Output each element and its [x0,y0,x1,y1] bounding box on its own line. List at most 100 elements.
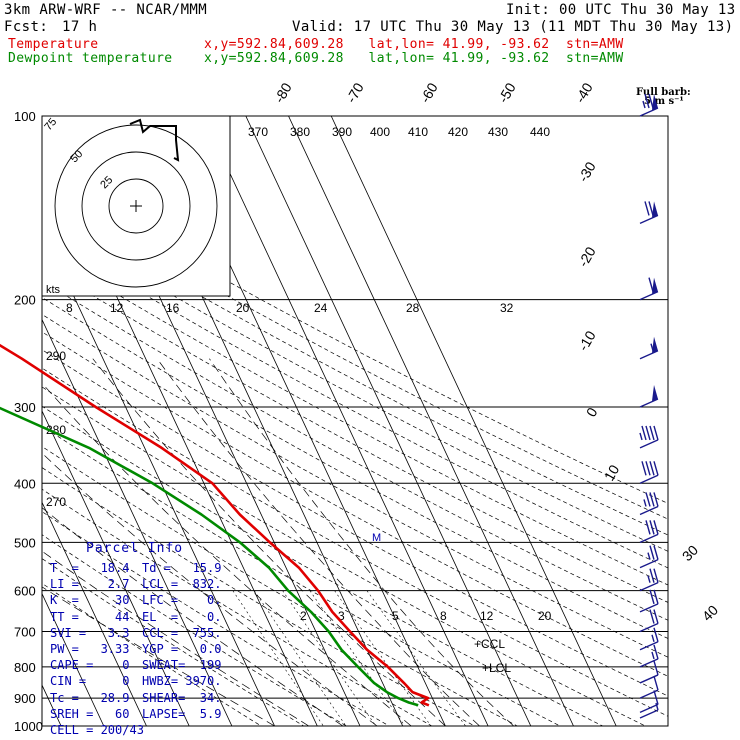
temperature-legend-label: Temperature [8,37,99,52]
isotherm-line [245,116,532,726]
moist-adiabat-line [42,586,275,726]
moist-adiabat-line [209,358,514,726]
hodograph-trace [129,118,180,162]
mixing-ratio-line [232,590,324,726]
theta-e-tick-label: 370 [248,125,268,139]
wind-barb [639,644,659,668]
mixed-layer-marker-label: M [372,532,381,544]
temperature-profile-line [0,343,430,707]
pressure-tick-label: 300 [14,400,36,415]
parcel-info-right-value: CCL = 755. [142,625,222,640]
temperature-location: x,y=592.84,609.28 lat,lon= 41.99, -93.62… [204,37,624,52]
parcel-info-panel: Parcel Info T = 18.4 Td = 15.9 LI = 2.7 LCL… [42,537,232,737]
dry-adiabat-line [42,331,668,677]
dry-adiabat-tick-label: 270 [46,495,66,509]
hodo-speed-tick-label: 8 [66,301,73,315]
isotherm-line [42,318,233,726]
model-title: 3km ARW-WRF -- NCAR/MMM [4,2,208,18]
dry-adiabat-line [42,467,475,726]
hodo-speed-tick-label: 32 [500,301,514,315]
isotherm-tick-label: 30 [679,542,701,564]
parcel-info-right-value: HWBZ= 3970. [142,674,222,689]
theta-e-tick-label: 390 [332,125,352,139]
valid-time: Valid: 17 UTC Thu 30 May 13 (11 MDT Thu … [292,19,734,35]
parcel-info-right-value: Td = 15.9 [142,561,222,575]
wind-barb [639,201,659,225]
parcel-info-right-value: LCL = 832. [142,577,222,592]
wind-barb [639,690,659,714]
wind-barb [639,277,659,301]
parcel-info-left-value: Tc = 28.9 [50,690,130,705]
dry-adiabat-tick-label: 280 [46,423,66,437]
pressure-tick-label: 100 [14,109,36,124]
pressure-tick-label: 600 [14,584,36,599]
parcel-info-title: Parcel Info [86,541,184,556]
parcel-info-left-value: CAPE = 0 [50,658,130,673]
dry-adiabat-line [42,582,262,726]
mixing-ratio-line [309,590,406,726]
parcel-info-right-value: LAPSE= 5.9 [142,706,222,721]
wind-barb [639,520,659,544]
parcel-info-right-value: LFC = 0. [142,593,222,608]
isotherm-tick-label: 40 [699,602,721,624]
mixing-ratio-line [254,590,347,726]
hodograph-ring [54,124,218,288]
parcel-info-left-value: LI = 2.7 [50,577,130,592]
theta-e-tick-label: 430 [488,125,508,139]
mixing-ratio-tick-label: 3 [338,609,345,623]
isotherm-tick-label: -30 [575,159,599,185]
hodograph-units-label: kts [46,284,61,296]
plot-frame [41,115,669,727]
dry-adiabat-line [42,217,668,552]
moist-adiabat-line [42,507,344,726]
parcel-info-right-value: YGP = 0.0 [142,642,222,656]
wind-barb [639,660,659,684]
parcel-info-right-value: EL = 0. [142,609,222,624]
dry-adiabat-line [42,297,668,639]
dry-adiabat-line [42,558,304,726]
theta-e-tick-label: 380 [290,125,310,139]
wind-barb [639,385,659,408]
hodo-speed-tick-label: 28 [406,301,420,315]
dry-adiabat-line [42,405,603,726]
isotherm-tick-label: -40 [572,80,596,106]
wind-barb [639,568,659,592]
lcl-marker-label: +LCL [482,661,511,675]
pressure-tick-label: 200 [14,293,36,308]
isotherm-tick-label: -50 [495,80,519,106]
forecast-label: Fcst: [4,19,49,35]
pressure-tick-label: 800 [14,660,36,675]
forecast-hour: 17 h [62,19,98,35]
isotherm-line [42,501,147,726]
wind-barb [639,93,659,117]
ccl-marker-label: +CCL [474,637,505,651]
dry-adiabat-line [42,349,668,697]
mixing-ratio-line [282,590,377,726]
mixing-ratio-tick-label: 8 [440,609,447,623]
pressure-tick-label: 500 [14,535,36,550]
hodograph-ring [108,178,164,234]
isotherm-tick-label: -60 [417,80,441,106]
parcel-info-left-value: CELL = 200/43 [50,723,144,737]
wind-barb [639,461,659,484]
parcel-info-right-value: SHEAR= 34. [142,690,222,705]
wind-barb [639,545,659,569]
dry-adiabat-line [42,386,646,726]
isotherm-line [42,409,190,726]
theta-e-tick-label: 410 [408,125,428,139]
mixing-ratio-tick-label: 20 [538,609,552,623]
isotherm-tick-label: -70 [343,80,367,106]
dry-adiabat-line [42,367,668,717]
hodo-speed-tick-label: 12 [110,301,124,315]
dewpoint-location: x,y=592.84,609.28 lat,lon= 41.99, -93.62… [204,51,624,66]
wind-barb [639,336,659,360]
hodograph-ring [81,151,191,261]
mixing-ratio-tick-label: 5 [392,609,399,623]
theta-e-tick-label: 400 [370,125,390,139]
barb-legend-label: Full barb: [636,87,691,98]
dry-adiabat-tick-label: 290 [46,349,66,363]
parcel-info-left-value: SVI = 3.3 [50,625,130,640]
moist-adiabat-line [42,452,378,726]
